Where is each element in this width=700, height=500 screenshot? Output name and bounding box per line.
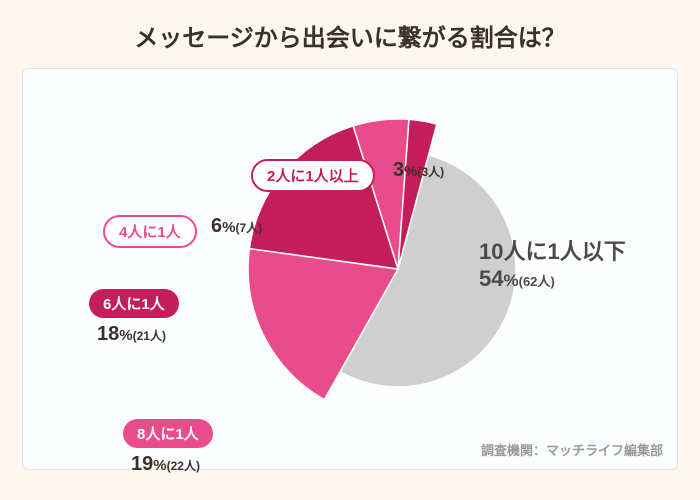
value-s3: 6%(7人) xyxy=(211,215,262,238)
value-s4-percent: 3 xyxy=(393,159,404,181)
pill-s3-label: 4人に1人 xyxy=(119,221,181,242)
pill-s4-label: 2人に1人以上 xyxy=(267,165,359,186)
chart-title: メッセージから出会いに繋がる割合は？ xyxy=(0,18,700,53)
value-s2: 18%(21人) xyxy=(97,323,166,346)
pill-s1-label: 8人に1人 xyxy=(137,423,199,444)
infographic-root: メッセージから出会いに繋がる割合は？ 10人に1人以下 54%(62人) 8人に… xyxy=(0,0,700,500)
pill-s4: 2人に1人以上 xyxy=(251,159,375,192)
label-s0: 10人に1人以下 54%(62人) xyxy=(479,234,626,292)
pill-s1: 8人に1人 xyxy=(123,419,213,448)
value-s2-percent: 18 xyxy=(97,323,119,345)
value-s1-percent: 19 xyxy=(131,453,153,475)
source-label: 調査機関：マッチライフ編集部 xyxy=(481,440,663,459)
pill-s2: 6人に1人 xyxy=(89,289,179,318)
label-s0-percent: 54 xyxy=(479,266,503,291)
chart-panel: 10人に1人以下 54%(62人) 8人に1人 19%(22人) 6人に1人 1… xyxy=(22,68,678,470)
label-s0-count: 62 xyxy=(523,274,537,289)
value-s4: 3%(3人) xyxy=(393,159,444,182)
value-s1: 19%(22人) xyxy=(131,453,200,476)
pill-s2-label: 6人に1人 xyxy=(103,293,165,314)
pill-s3: 4人に1人 xyxy=(103,215,197,248)
label-s0-category: 10人に1人以下 xyxy=(479,234,626,266)
value-s3-percent: 6 xyxy=(211,215,222,237)
